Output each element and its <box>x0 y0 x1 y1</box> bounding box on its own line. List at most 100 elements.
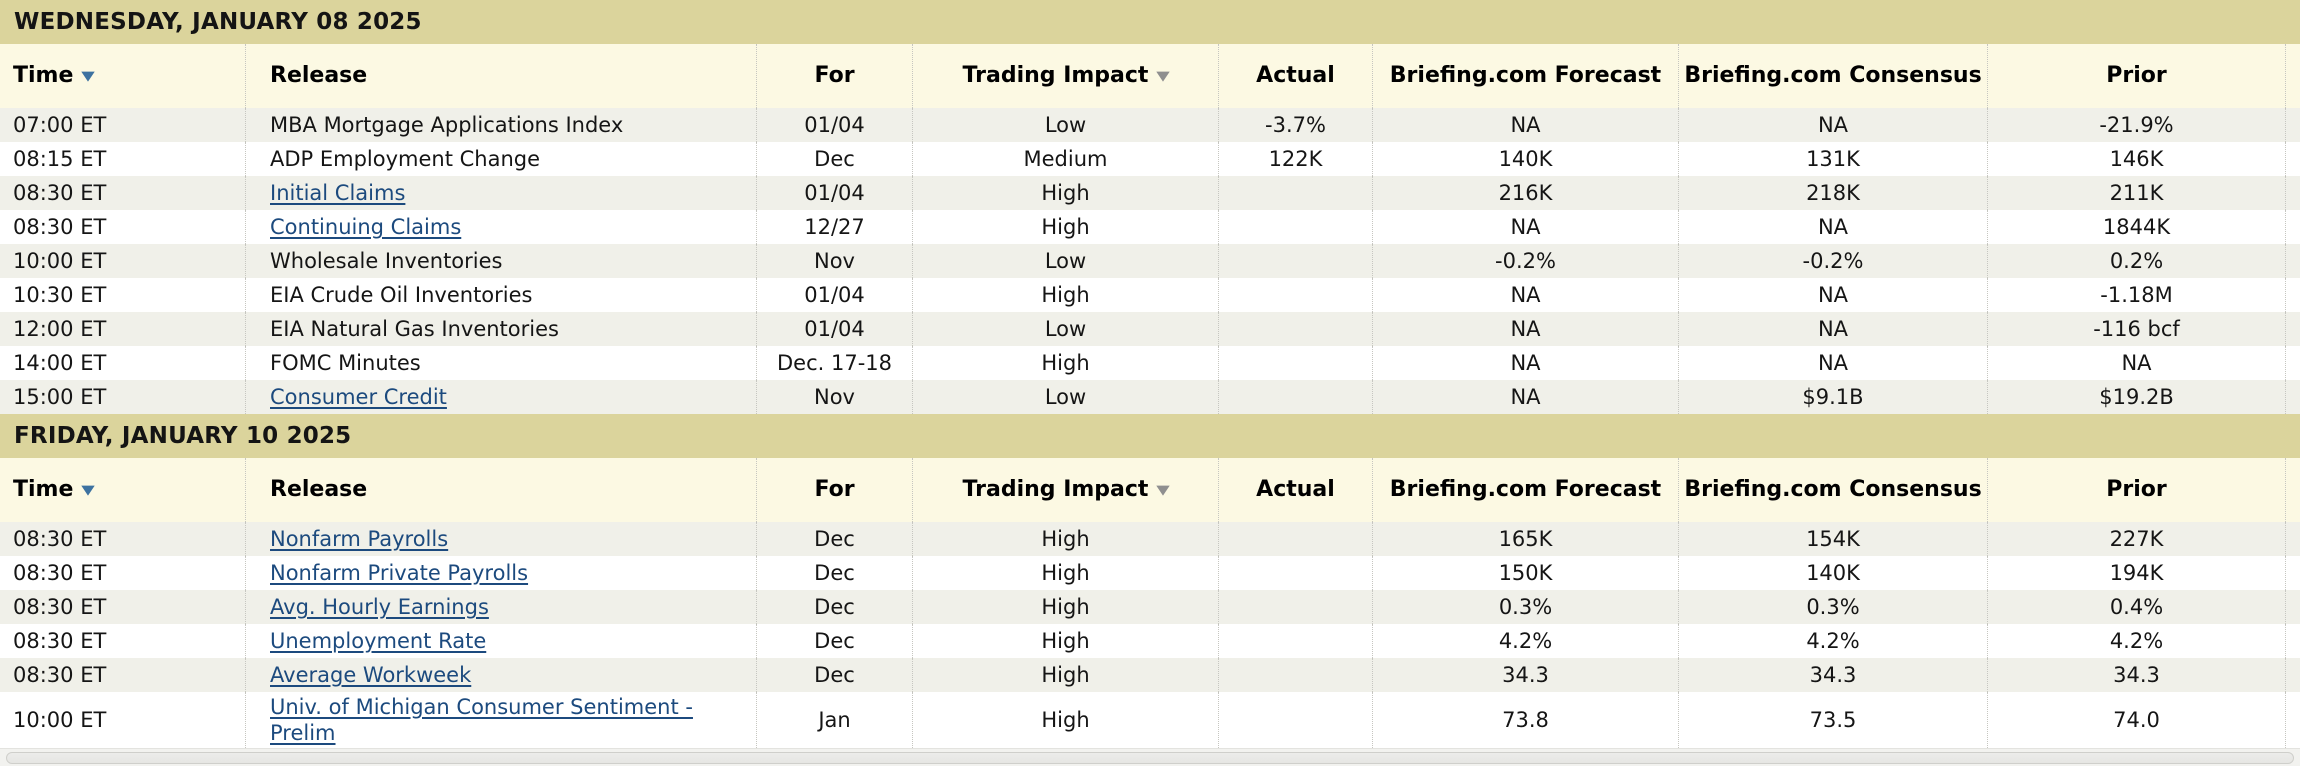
cell-release: Nonfarm Payrolls <box>245 522 756 556</box>
table-row: 08:30 ET Nonfarm Payrolls Dec High 165K 154K 2… <box>0 522 2300 556</box>
cell-forecast-text: 0.3% <box>1498 595 1553 619</box>
sort-desc-icon[interactable]: ▼ <box>81 68 96 84</box>
cell-time: 12:00 ET <box>0 312 245 346</box>
column-header-impact-label: Trading Impact <box>962 63 1149 88</box>
column-header-row: Time ▼ Release For Trading Impact ▼ Actual Brie… <box>0 458 2300 522</box>
cell-for-text: 01/04 <box>804 181 865 205</box>
row-filler-cell <box>2285 312 2300 346</box>
cell-consensus-text: NA <box>1817 317 1849 341</box>
cell-time: 10:00 ET <box>0 244 245 278</box>
cell-impact: Low <box>912 380 1218 414</box>
column-header-for: For <box>756 44 912 108</box>
sort-desc-icon[interactable]: ▼ <box>81 482 96 498</box>
cell-consensus: 4.2% <box>1678 624 1987 658</box>
release-link[interactable]: Consumer Credit <box>270 385 447 409</box>
table-row: 07:00 ET MBA Mortgage Applications Index 0… <box>0 108 2300 142</box>
column-header-impact[interactable]: Trading Impact ▼ <box>912 44 1218 108</box>
release-link[interactable]: Initial Claims <box>270 181 406 205</box>
cell-for-text: 01/04 <box>804 113 865 137</box>
cell-impact-text: High <box>1041 708 1090 732</box>
cell-for: Dec <box>756 556 912 590</box>
cell-impact: High <box>912 624 1218 658</box>
cell-forecast: NA <box>1372 346 1678 380</box>
cell-consensus: NA <box>1678 210 1987 244</box>
sort-desc-icon[interactable]: ▼ <box>1156 482 1171 498</box>
cell-impact-text: High <box>1041 595 1090 619</box>
column-header-time[interactable]: Time ▼ <box>0 44 245 108</box>
row-filler-cell <box>2285 244 2300 278</box>
cell-actual <box>1218 346 1372 380</box>
cell-release-text: EIA Natural Gas Inventories <box>270 317 559 341</box>
table-row: 10:00 ET Univ. of Michigan Consumer Senti… <box>0 692 2300 748</box>
cell-for: Jan <box>756 692 912 748</box>
cell-time: 08:15 ET <box>0 142 245 176</box>
cell-time-text: 10:00 ET <box>13 708 107 732</box>
cell-prior-text: -21.9% <box>2099 113 2174 137</box>
cell-actual <box>1218 210 1372 244</box>
cell-prior-text: NA <box>2121 351 2152 375</box>
cell-prior-text: 194K <box>2109 561 2164 585</box>
cell-time: 08:30 ET <box>0 522 245 556</box>
cell-forecast-text: 73.8 <box>1502 708 1549 732</box>
release-link[interactable]: Continuing Claims <box>270 215 462 239</box>
cell-actual <box>1218 278 1372 312</box>
column-header-prior-label: Prior <box>2106 63 2167 88</box>
horizontal-scrollbar-thumb[interactable] <box>6 751 2294 764</box>
cell-time-text: 08:30 ET <box>13 181 107 205</box>
column-header-impact[interactable]: Trading Impact ▼ <box>912 458 1218 522</box>
release-link[interactable]: Avg. Hourly Earnings <box>270 595 489 619</box>
cell-consensus: NA <box>1678 108 1987 142</box>
cell-forecast-text: 165K <box>1498 527 1553 551</box>
cell-impact-text: High <box>1041 351 1090 375</box>
row-filler-cell <box>2285 556 2300 590</box>
cell-for: 01/04 <box>756 108 912 142</box>
cell-prior: 34.3 <box>1987 658 2285 692</box>
cell-time: 08:30 ET <box>0 624 245 658</box>
horizontal-scrollbar[interactable] <box>0 748 2300 766</box>
row-filler-cell <box>2285 624 2300 658</box>
column-header-prior: Prior <box>1987 44 2285 108</box>
column-header-release: Release <box>245 458 756 522</box>
cell-time-text: 10:00 ET <box>13 249 107 273</box>
cell-for: Dec <box>756 658 912 692</box>
cell-consensus: 140K <box>1678 556 1987 590</box>
cell-for: 01/04 <box>756 312 912 346</box>
cell-prior-text: -116 bcf <box>2093 317 2180 341</box>
cell-forecast-text: NA <box>1510 215 1541 239</box>
cell-prior-text: 4.2% <box>2109 629 2164 653</box>
cell-time: 14:00 ET <box>0 346 245 380</box>
table-row: 15:00 ET Consumer Credit Nov Low NA $9.1B $19.… <box>0 380 2300 414</box>
cell-consensus-text: NA <box>1817 283 1849 307</box>
release-link[interactable]: Univ. of Michigan Consumer Sentiment - P… <box>270 695 693 745</box>
cell-prior: 4.2% <box>1987 624 2285 658</box>
cell-forecast: 216K <box>1372 176 1678 210</box>
row-filler-cell <box>2285 346 2300 380</box>
column-header-forecast: Briefing.com Forecast <box>1372 458 1678 522</box>
cell-release: Wholesale Inventories <box>245 244 756 278</box>
release-link[interactable]: Nonfarm Private Payrolls <box>270 561 529 585</box>
cell-prior-text: 146K <box>2109 147 2164 171</box>
cell-forecast: 0.3% <box>1372 590 1678 624</box>
cell-forecast-text: NA <box>1510 283 1541 307</box>
cell-time-text: 14:00 ET <box>13 351 107 375</box>
cell-actual-text: 122K <box>1268 147 1323 171</box>
cell-forecast-text: 216K <box>1498 181 1553 205</box>
release-link[interactable]: Unemployment Rate <box>270 629 487 653</box>
column-header-time[interactable]: Time ▼ <box>0 458 245 522</box>
cell-release: EIA Natural Gas Inventories <box>245 312 756 346</box>
cell-time: 08:30 ET <box>0 590 245 624</box>
cell-for: Dec <box>756 624 912 658</box>
column-header-actual: Actual <box>1218 44 1372 108</box>
cell-consensus-text: $9.1B <box>1802 385 1864 409</box>
cell-prior: -1.18M <box>1987 278 2285 312</box>
cell-for-text: 12/27 <box>804 215 865 239</box>
cell-time-text: 08:15 ET <box>13 147 107 171</box>
table-row: 08:30 ET Initial Claims 01/04 High 216K 218K 2… <box>0 176 2300 210</box>
sort-desc-icon[interactable]: ▼ <box>1156 68 1171 84</box>
cell-consensus-text: 131K <box>1806 147 1860 171</box>
cell-time-text: 08:30 ET <box>13 595 107 619</box>
cell-consensus: 218K <box>1678 176 1987 210</box>
cell-release: Nonfarm Private Payrolls <box>245 556 756 590</box>
release-link[interactable]: Average Workweek <box>270 663 472 687</box>
release-link[interactable]: Nonfarm Payrolls <box>270 527 449 551</box>
